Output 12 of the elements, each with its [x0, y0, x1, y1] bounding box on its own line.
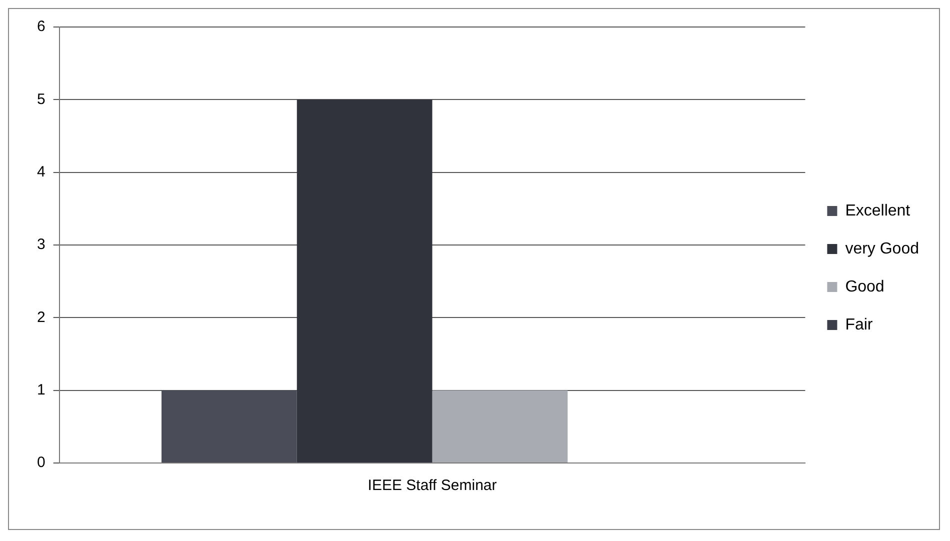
- y-tick-label: 6: [37, 18, 46, 36]
- legend-label: very Good: [845, 240, 919, 258]
- y-tick-label: 2: [37, 308, 46, 326]
- y-tick-label: 5: [37, 90, 46, 108]
- legend-label: Excellent: [845, 202, 911, 220]
- y-tick-label: 4: [37, 163, 46, 180]
- y-tick-label: 3: [37, 236, 46, 254]
- y-tick-label: 1: [37, 381, 46, 398]
- legend-label: Fair: [845, 316, 874, 334]
- x-tick-label: IEEE Staff Seminar: [368, 477, 497, 494]
- legend-label: Good: [845, 278, 884, 296]
- y-tick-label: 0: [37, 454, 46, 472]
